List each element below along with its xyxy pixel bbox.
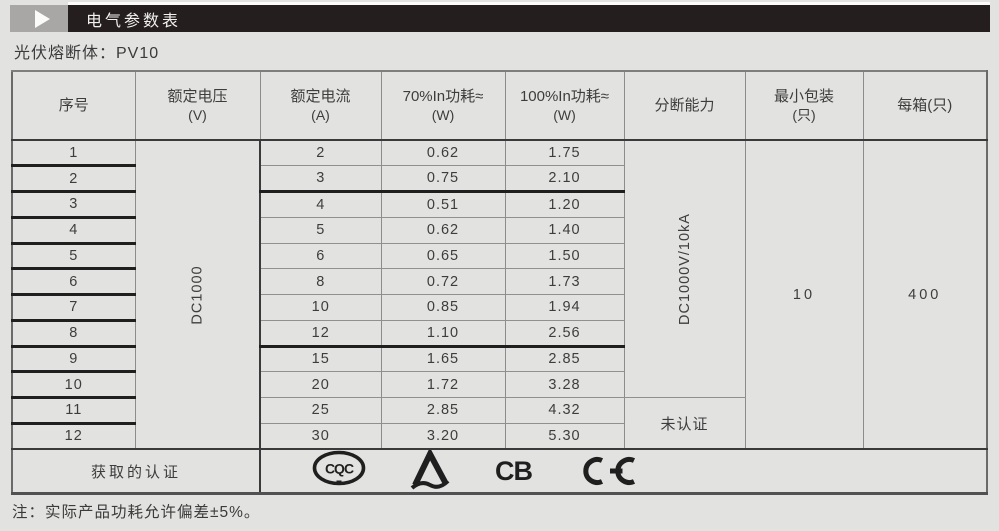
p70-cell: 0.75 [380,165,506,193]
p70-cell: 1.65 [380,345,506,373]
p100-cell: 3.28 [504,371,625,398]
current-cell: 25 [259,397,382,424]
current-cell: 15 [259,345,382,373]
col-header-serial: 序号 [11,70,136,141]
svg-text:CQC: CQC [325,461,354,477]
current-cell: 3 [259,165,382,193]
breaking-merged-cell: DC1000V/10kA [623,139,746,398]
table-row: 3 4 0.51 1.20 [11,191,987,219]
serial-cell: 11 [11,397,136,425]
serial-cell: 1 [11,139,136,168]
section-banner: 电气参数表 [68,2,990,32]
table-row: 5 6 0.65 1.50 [11,242,987,271]
banner-marker-box [10,5,68,32]
serial-cell: 4 [11,216,136,245]
col-header-voltage: 额定电压 (V) [134,70,261,141]
triangle-cert-icon [407,450,453,492]
p100-cell: 1.40 [504,216,625,244]
serial-cell: 3 [11,191,136,219]
col-header-p100: 100%In功耗≈ (W) [504,70,625,141]
serial-cell: 2 [11,165,136,193]
play-triangle-icon [34,9,50,28]
p100-cell: 1.94 [504,294,625,321]
spec-table: 序号 额定电压 (V) 额定电流 (A) 70%In功耗≈ (W) 100%In功耗≈… [11,70,988,495]
table-header-row: 序号 额定电压 (V) 额定电流 (A) 70%In功耗≈ (W) 100%In功耗≈… [11,70,988,141]
p70-cell: 0.62 [380,216,506,244]
cert-logos-cell: CQC CB [259,448,988,494]
serial-cell: 8 [11,319,136,348]
current-cell: 5 [259,216,382,244]
p100-cell: 1.75 [504,139,625,167]
p70-cell: 0.62 [380,139,506,167]
voltage-merged-cell: DC1000 [134,139,261,450]
current-cell: 4 [259,191,382,218]
p70-cell: 3.20 [380,422,506,450]
p70-cell: 0.65 [380,242,506,270]
table-row: 1 DC1000 2 0.62 1.75 DC1000V/10kA 10 400 [11,139,988,450]
cert-label-cell: 获取的认证 [11,448,261,494]
p70-cell: 2.85 [380,397,506,424]
voltage-value: DC1000 [189,264,206,325]
p70-cell: 0.51 [380,191,506,218]
table-row: 12 30 3.20 5.30 [11,422,987,450]
current-cell: 12 [259,319,382,348]
p100-cell: 1.50 [504,242,625,270]
current-cell: 20 [259,371,382,398]
serial-cell: 10 [11,371,136,399]
p100-cell: 5.30 [504,422,625,450]
p100-cell: 1.73 [504,268,625,295]
serial-cell: 7 [11,294,136,322]
cqc-logo: CQC [311,450,367,492]
serial-cell: 9 [11,345,136,374]
table-row: 8 12 1.10 2.56 [11,319,987,348]
p70-cell: 0.72 [380,268,506,295]
serial-cell: 12 [11,422,136,450]
table-row: 4 5 0.62 1.40 [11,216,987,245]
col-header-breaking: 分断能力 [623,70,746,141]
current-cell: 6 [259,242,382,270]
breaking-value: DC1000V/10kA [676,213,693,325]
p70-cell: 1.10 [380,319,506,348]
serial-cell: 6 [11,268,136,296]
footnote: 注：实际产品功耗允许偏差±5%。 [12,504,261,521]
p70-cell: 0.85 [380,294,506,321]
p100-cell: 4.32 [504,397,625,424]
col-header-p70: 70%In功耗≈ (W) [380,70,506,141]
current-cell: 2 [259,139,382,167]
col-header-perbox: 每箱(只) [862,70,988,141]
current-cell: 8 [259,268,382,295]
current-cell: 30 [259,422,382,450]
table-row: 9 15 1.65 2.85 [11,345,987,374]
table-row: 11 25 2.85 4.32 未认证 [11,397,987,450]
p100-cell: 2.85 [504,345,625,373]
p100-cell: 2.56 [504,319,625,348]
table-row: 2 3 0.75 2.10 [11,165,987,193]
serial-cell: 5 [11,242,136,271]
current-cell: 10 [259,294,382,321]
certification-row: 获取的认证 CQC [11,448,988,494]
ce-mark-icon [576,456,640,486]
perbox-merged-cell: 400 [862,139,988,450]
not-certified-cell: 未认证 [623,397,746,450]
table-row: 7 10 0.85 1.94 [11,294,987,322]
table-row: 6 8 0.72 1.73 [11,268,987,296]
p100-cell: 2.10 [504,165,625,193]
p100-cell: 1.20 [504,191,625,218]
section-title: 电气参数表 [86,12,182,30]
cb-logo: CB [495,455,533,486]
col-header-minpack: 最小包装 (只) [744,70,864,141]
col-header-current: 额定电流 (A) [259,70,382,141]
minpack-merged-cell: 10 [744,139,864,450]
p70-cell: 1.72 [380,371,506,398]
product-subtitle: 光伏熔断体：PV10 [14,45,160,62]
